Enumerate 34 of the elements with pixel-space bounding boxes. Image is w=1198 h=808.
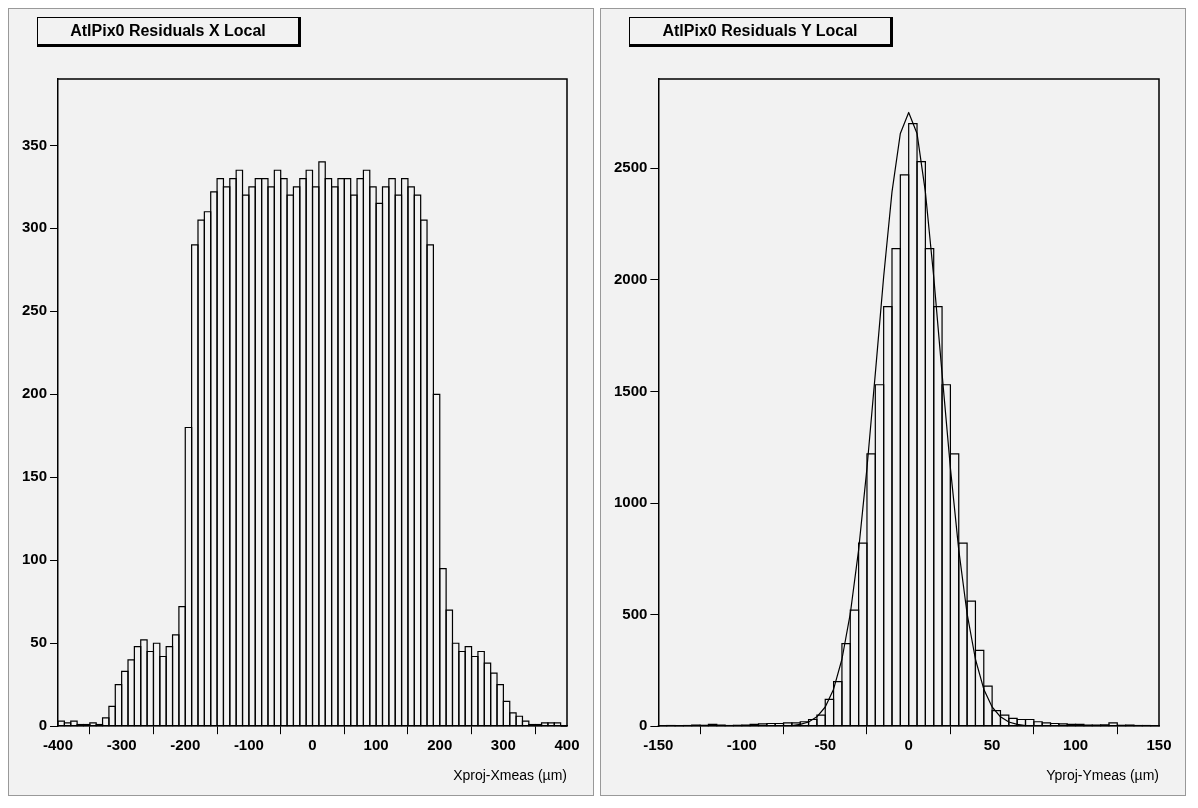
y-tick-label: 350	[22, 135, 48, 153]
y-tick-label: 1500	[613, 381, 648, 399]
y-tick-label: 0	[38, 716, 48, 734]
x-axis-title: Xproj-Xmeas (µm)	[453, 767, 567, 784]
y-tick-label: 500	[622, 604, 648, 622]
y-tick-label: 300	[22, 218, 48, 236]
y-tick-label: 2500	[613, 158, 648, 176]
x-tick-label: 400	[554, 736, 580, 754]
x-tick-label: 50	[983, 736, 1001, 754]
y-tick-label: 1000	[613, 493, 648, 511]
x-tick-label: 150	[1146, 736, 1172, 754]
x-tick-label: 0	[904, 736, 913, 754]
y-tick-label: 50	[30, 633, 48, 651]
x-tick-label: -150	[643, 736, 674, 754]
x-tick-label: 100	[1063, 736, 1089, 754]
x-tick-label: -100	[726, 736, 757, 754]
x-tick-label: 100	[363, 736, 389, 754]
y-tick-label: 250	[22, 301, 48, 319]
x-tick-label: 200	[427, 736, 453, 754]
y-tick-label: 100	[22, 550, 48, 568]
x-tick-label: -50	[814, 736, 837, 754]
x-tick-label: -200	[170, 736, 201, 754]
y-tick-label: 2000	[613, 270, 648, 287]
x-tick-label: -400	[43, 736, 74, 754]
x-axis-title: Yproj-Ymeas (µm)	[1046, 767, 1159, 784]
y-tick-label: 0	[639, 716, 648, 734]
chart-title: AtlPix0 Residuals X Local	[37, 17, 301, 47]
y-tick-label: 150	[22, 467, 48, 485]
x-tick-label: 0	[308, 736, 317, 754]
x-tick-label: 300	[490, 736, 516, 754]
x-tick-label: -300	[106, 736, 137, 754]
chart-title: AtlPix0 Residuals Y Local	[629, 17, 893, 47]
y-tick-label: 200	[22, 384, 48, 402]
x-tick-label: -100	[233, 736, 264, 754]
